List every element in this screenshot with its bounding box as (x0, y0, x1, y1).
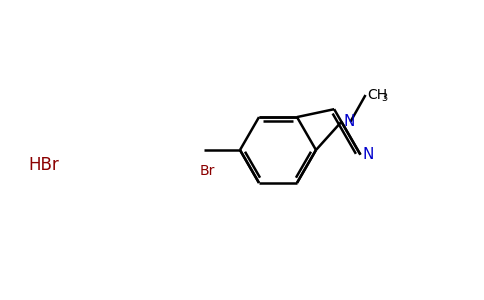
Text: N: N (363, 147, 374, 162)
Text: CH: CH (367, 88, 388, 102)
Text: N: N (344, 114, 355, 129)
Text: HBr: HBr (28, 156, 59, 174)
Text: 3: 3 (381, 93, 388, 103)
Text: Br: Br (200, 164, 215, 178)
